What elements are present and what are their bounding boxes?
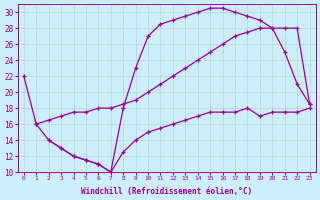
X-axis label: Windchill (Refroidissement éolien,°C): Windchill (Refroidissement éolien,°C) — [81, 187, 252, 196]
